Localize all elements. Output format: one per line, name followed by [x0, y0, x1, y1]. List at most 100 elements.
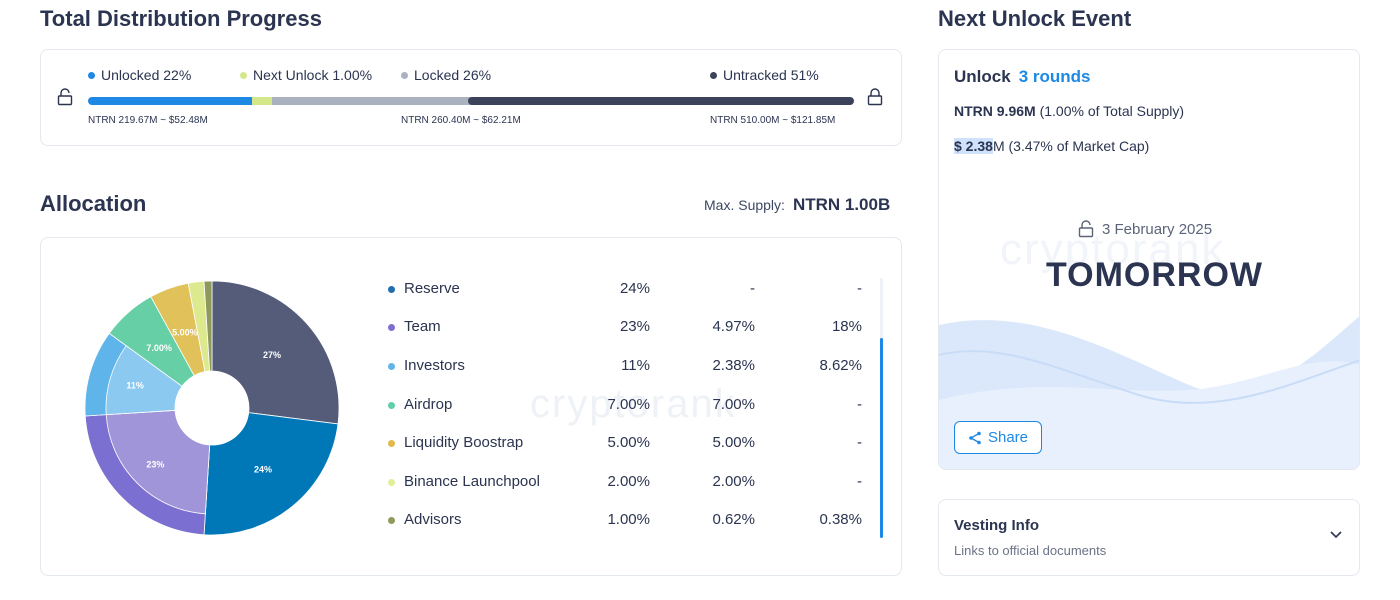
allocation-total: 5.00% [607, 434, 650, 451]
lock-open-icon [57, 88, 73, 106]
allocation-row[interactable]: Investors 11% 2.38% 8.62% [388, 355, 868, 379]
unlock-label: Unlock [954, 67, 1011, 86]
allocation-name: Investors [404, 357, 465, 374]
legend-next-unlock: Next Unlock 1.00% [240, 67, 372, 83]
allocation-dot [388, 402, 395, 409]
allocation-row[interactable]: Airdrop 7.00% 7.00% - [388, 394, 868, 418]
max-supply-value: NTRN 1.00B [792, 195, 891, 214]
allocation-dot [388, 363, 395, 370]
vesting-subtitle: Links to official documents [954, 543, 1107, 558]
allocation-dot [388, 440, 395, 447]
amount-locked: NTRN 260.40M ~ $62.21M [401, 115, 521, 126]
pie-label-reserve: 24% [254, 465, 272, 475]
allocation-dot [388, 517, 395, 524]
allocation-total: 11% [621, 357, 650, 374]
pie-label-liquidity-boostrap: 5.00% [172, 328, 198, 338]
allocation-name: Advisors [404, 511, 462, 528]
allocation-unlocked: - [750, 280, 755, 297]
amount-untracked: NTRN 510.00M ~ $121.85M [710, 115, 836, 126]
pie-label-investors: 11% [126, 381, 144, 391]
legend-locked: Locked 26% [401, 67, 491, 83]
vesting-info-card[interactable] [938, 499, 1360, 576]
allocation-name: Liquidity Boostrap [404, 434, 524, 451]
pie-label-locked: 27% [263, 350, 281, 360]
allocation-unlocked: 0.62% [712, 511, 755, 528]
legend-label: Untracked 51% [723, 67, 819, 83]
chevron-down-icon[interactable] [1329, 530, 1343, 540]
max-supply-label: Max. Supply: [704, 197, 785, 213]
unlock-ntrn-line: NTRN 9.96M (1.00% of Total Supply) [954, 103, 1184, 119]
allocation-unlocked: 2.38% [712, 357, 755, 374]
unlock-usd-amount: $ 2.38 [954, 138, 993, 154]
allocation-locked: - [857, 473, 862, 490]
progress-bar-untracked [468, 97, 854, 105]
pie-label-team: 23% [146, 460, 164, 470]
unlock-usd-note: (3.47% of Market Cap) [1008, 138, 1150, 154]
allocation-total: 2.00% [607, 473, 650, 490]
allocation-total: 7.00% [607, 396, 650, 413]
allocation-pie-chart: 27% 24% 23% 11% 7.00%5.00% [84, 280, 340, 536]
progress-title: Total Distribution Progress [40, 6, 322, 31]
scrollbar-thumb[interactable] [880, 338, 883, 538]
allocation-dot [388, 479, 395, 486]
legend-dot [710, 71, 717, 79]
pie-label-airdrop: 7.00% [146, 343, 172, 353]
legend-label: Locked 26% [414, 67, 492, 83]
allocation-unlocked: 2.00% [712, 473, 755, 490]
allocation-name: Team [404, 318, 441, 335]
allocation-row[interactable]: Liquidity Boostrap 5.00% 5.00% - [388, 432, 868, 456]
allocation-total: 23% [619, 318, 650, 335]
allocation-locked: - [857, 434, 862, 451]
unlock-usd-line: $ 2.38M (3.47% of Market Cap) [954, 138, 1149, 154]
allocation-locked: - [857, 280, 862, 297]
share-label: Share [987, 429, 1029, 446]
lock-open-icon [1078, 220, 1094, 238]
allocation-unlocked: 4.97% [712, 318, 755, 335]
unlock-rounds-link[interactable]: 3 rounds [1018, 67, 1091, 86]
progress-bar-unlocked [88, 97, 256, 105]
allocation-row[interactable]: Binance Launchpool 2.00% 2.00% - [388, 471, 868, 495]
allocation-title: Allocation [40, 191, 147, 216]
allocation-unlocked: 5.00% [712, 434, 755, 451]
amount-unlocked: NTRN 219.67M ~ $52.48M [88, 115, 208, 126]
unlock-heading: Unlock 3 rounds [954, 67, 1090, 87]
legend-dot [401, 71, 408, 79]
allocation-dot [388, 286, 395, 293]
allocation-dot [388, 324, 395, 331]
legend-dot [88, 71, 95, 79]
allocation-locked: 0.38% [819, 511, 862, 528]
vesting-title: Vesting Info [954, 517, 1040, 534]
unlock-usd-suffix: M [992, 138, 1005, 154]
max-supply: Max. Supply: NTRN 1.00B [704, 195, 890, 215]
unlock-section-title: Next Unlock Event [938, 6, 1132, 31]
allocation-locked: 18% [831, 318, 862, 335]
share-icon [969, 431, 981, 444]
allocation-name: Binance Launchpool [404, 473, 540, 490]
allocation-unlocked: 7.00% [712, 396, 755, 413]
allocation-row[interactable]: Reserve 24% - - [388, 278, 868, 302]
unlock-card [938, 49, 1360, 470]
allocation-locked: - [857, 396, 862, 413]
legend-label: Unlocked 22% [101, 67, 192, 83]
progress-bar-next-unlock [252, 97, 276, 105]
allocation-locked: 8.62% [819, 357, 862, 374]
wave-background [939, 316, 1359, 469]
pie-hole [175, 371, 249, 445]
legend-label: Next Unlock 1.00% [253, 67, 373, 83]
unlock-date: 3 February 2025 [1102, 220, 1213, 238]
allocation-name: Reserve [404, 280, 460, 297]
unlock-ntrn-amount: NTRN 9.96M [954, 103, 1036, 119]
allocation-row[interactable]: Advisors 1.00% 0.62% 0.38% [388, 509, 868, 533]
lock-closed-icon [867, 88, 883, 106]
allocation-total: 24% [619, 280, 650, 297]
unlock-countdown: TOMORROW [1046, 256, 1264, 294]
progress-bar-locked [272, 97, 472, 105]
unlock-date-row: 3 February 2025 [1078, 220, 1212, 238]
allocation-total: 1.00% [607, 511, 650, 528]
legend-unlocked: Unlocked 22% [88, 67, 191, 83]
legend-dot [240, 71, 247, 79]
unlock-ntrn-note: (1.00% of Total Supply) [1039, 103, 1185, 119]
share-button[interactable]: Share [954, 421, 1042, 454]
allocation-row[interactable]: Team 23% 4.97% 18% [388, 316, 868, 340]
allocation-name: Airdrop [404, 396, 453, 413]
